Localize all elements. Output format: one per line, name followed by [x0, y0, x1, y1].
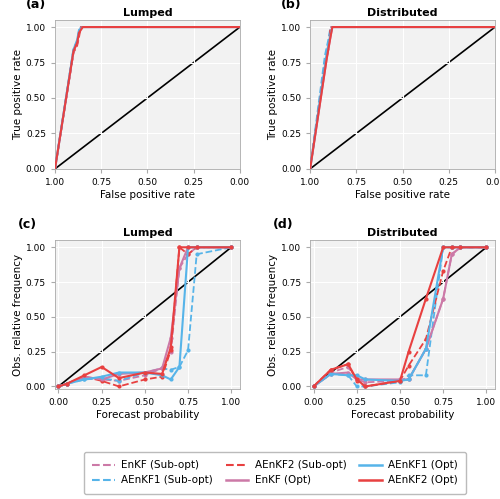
Title: Distributed: Distributed	[368, 8, 438, 18]
Title: Lumped: Lumped	[122, 228, 172, 238]
Y-axis label: Obs. relative frequency: Obs. relative frequency	[13, 253, 23, 376]
X-axis label: False positive rate: False positive rate	[100, 190, 195, 200]
X-axis label: Forecast probability: Forecast probability	[96, 410, 199, 420]
Text: (b): (b)	[280, 0, 301, 11]
Y-axis label: True positive rate: True positive rate	[13, 49, 23, 140]
Text: (c): (c)	[18, 219, 37, 232]
Legend: EnKF (Sub-opt), AEnKF1 (Sub-opt), AEnKF2 (Sub-opt), EnKF (Opt), AEnKF1 (Opt), AE: EnKF (Sub-opt), AEnKF1 (Sub-opt), AEnKF2…	[84, 452, 466, 494]
Y-axis label: True positive rate: True positive rate	[268, 49, 278, 140]
Text: (a): (a)	[26, 0, 46, 11]
Title: Distributed: Distributed	[368, 228, 438, 238]
Title: Lumped: Lumped	[122, 8, 172, 18]
Text: (d): (d)	[273, 219, 294, 232]
Y-axis label: Obs. relative frequency: Obs. relative frequency	[268, 253, 278, 376]
X-axis label: Forecast probability: Forecast probability	[351, 410, 455, 420]
X-axis label: False positive rate: False positive rate	[355, 190, 450, 200]
